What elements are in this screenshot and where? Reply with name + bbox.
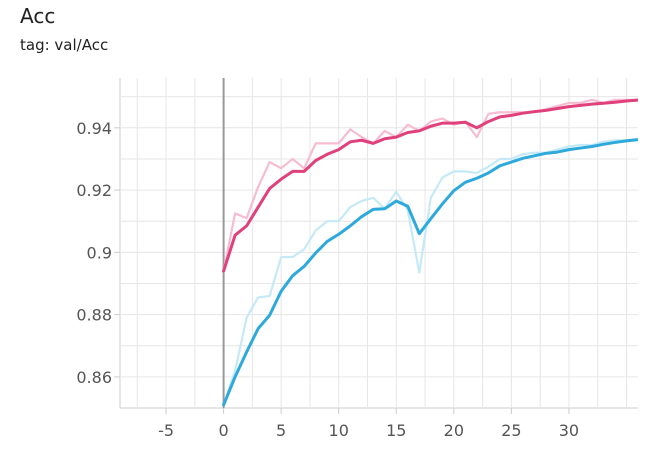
x-axis-ticks: -5 0 5 10 15 20 25 30: [158, 408, 579, 440]
series-1-raw-line: [222, 137, 638, 406]
x-tick-label: -5: [158, 421, 174, 440]
series-0-raw-line: [222, 98, 638, 272]
grid-lines: [119, 78, 638, 409]
chart-tag: tag: val/Acc: [20, 36, 109, 54]
x-tick-label: 5: [276, 421, 286, 440]
x-tick-label: 0: [219, 421, 229, 440]
y-tick-label: 0.88: [76, 306, 112, 325]
raw-series-lines: [222, 98, 638, 406]
x-tick-label: 25: [501, 421, 521, 440]
y-tick-label: 0.94: [76, 119, 112, 138]
y-tick-label: 0.9: [87, 243, 112, 262]
x-tick-label: 15: [386, 421, 406, 440]
y-tick-label: 0.92: [76, 181, 112, 200]
x-tick-label: 20: [444, 421, 464, 440]
y-axis-ticks: 0.86 0.88 0.9 0.92 0.94: [76, 119, 120, 387]
series-0-smoothed-line: [222, 98, 638, 273]
x-tick-label: 10: [329, 421, 349, 440]
x-tick-label: 30: [559, 421, 579, 440]
y-tick-label: 0.86: [76, 368, 112, 387]
chart-title: Acc: [20, 4, 56, 28]
series-1-smoothed-line: [222, 138, 638, 407]
smoothed-series-lines: [222, 98, 638, 407]
